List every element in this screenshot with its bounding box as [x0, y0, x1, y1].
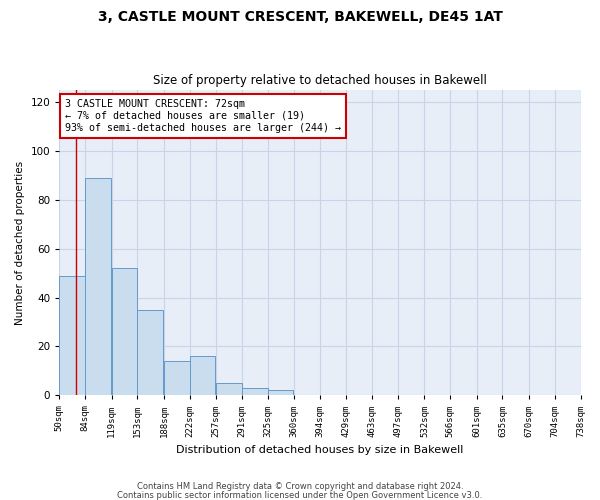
Bar [59, 276, 85, 396]
X-axis label: Distribution of detached houses by size in Bakewell: Distribution of detached houses by size … [176, 445, 464, 455]
Text: Contains HM Land Registry data © Crown copyright and database right 2024.: Contains HM Land Registry data © Crown c… [137, 482, 463, 491]
Bar [190, 356, 215, 396]
Bar [112, 268, 137, 396]
Bar [216, 383, 242, 396]
Bar [242, 388, 268, 396]
Bar [268, 390, 293, 396]
Bar [85, 178, 111, 396]
Y-axis label: Number of detached properties: Number of detached properties [15, 160, 25, 324]
Bar [137, 310, 163, 396]
Text: 3 CASTLE MOUNT CRESCENT: 72sqm
← 7% of detached houses are smaller (19)
93% of s: 3 CASTLE MOUNT CRESCENT: 72sqm ← 7% of d… [65, 100, 341, 132]
Text: 3, CASTLE MOUNT CRESCENT, BAKEWELL, DE45 1AT: 3, CASTLE MOUNT CRESCENT, BAKEWELL, DE45… [98, 10, 502, 24]
Bar [164, 361, 190, 396]
Title: Size of property relative to detached houses in Bakewell: Size of property relative to detached ho… [153, 74, 487, 87]
Text: Contains public sector information licensed under the Open Government Licence v3: Contains public sector information licen… [118, 490, 482, 500]
